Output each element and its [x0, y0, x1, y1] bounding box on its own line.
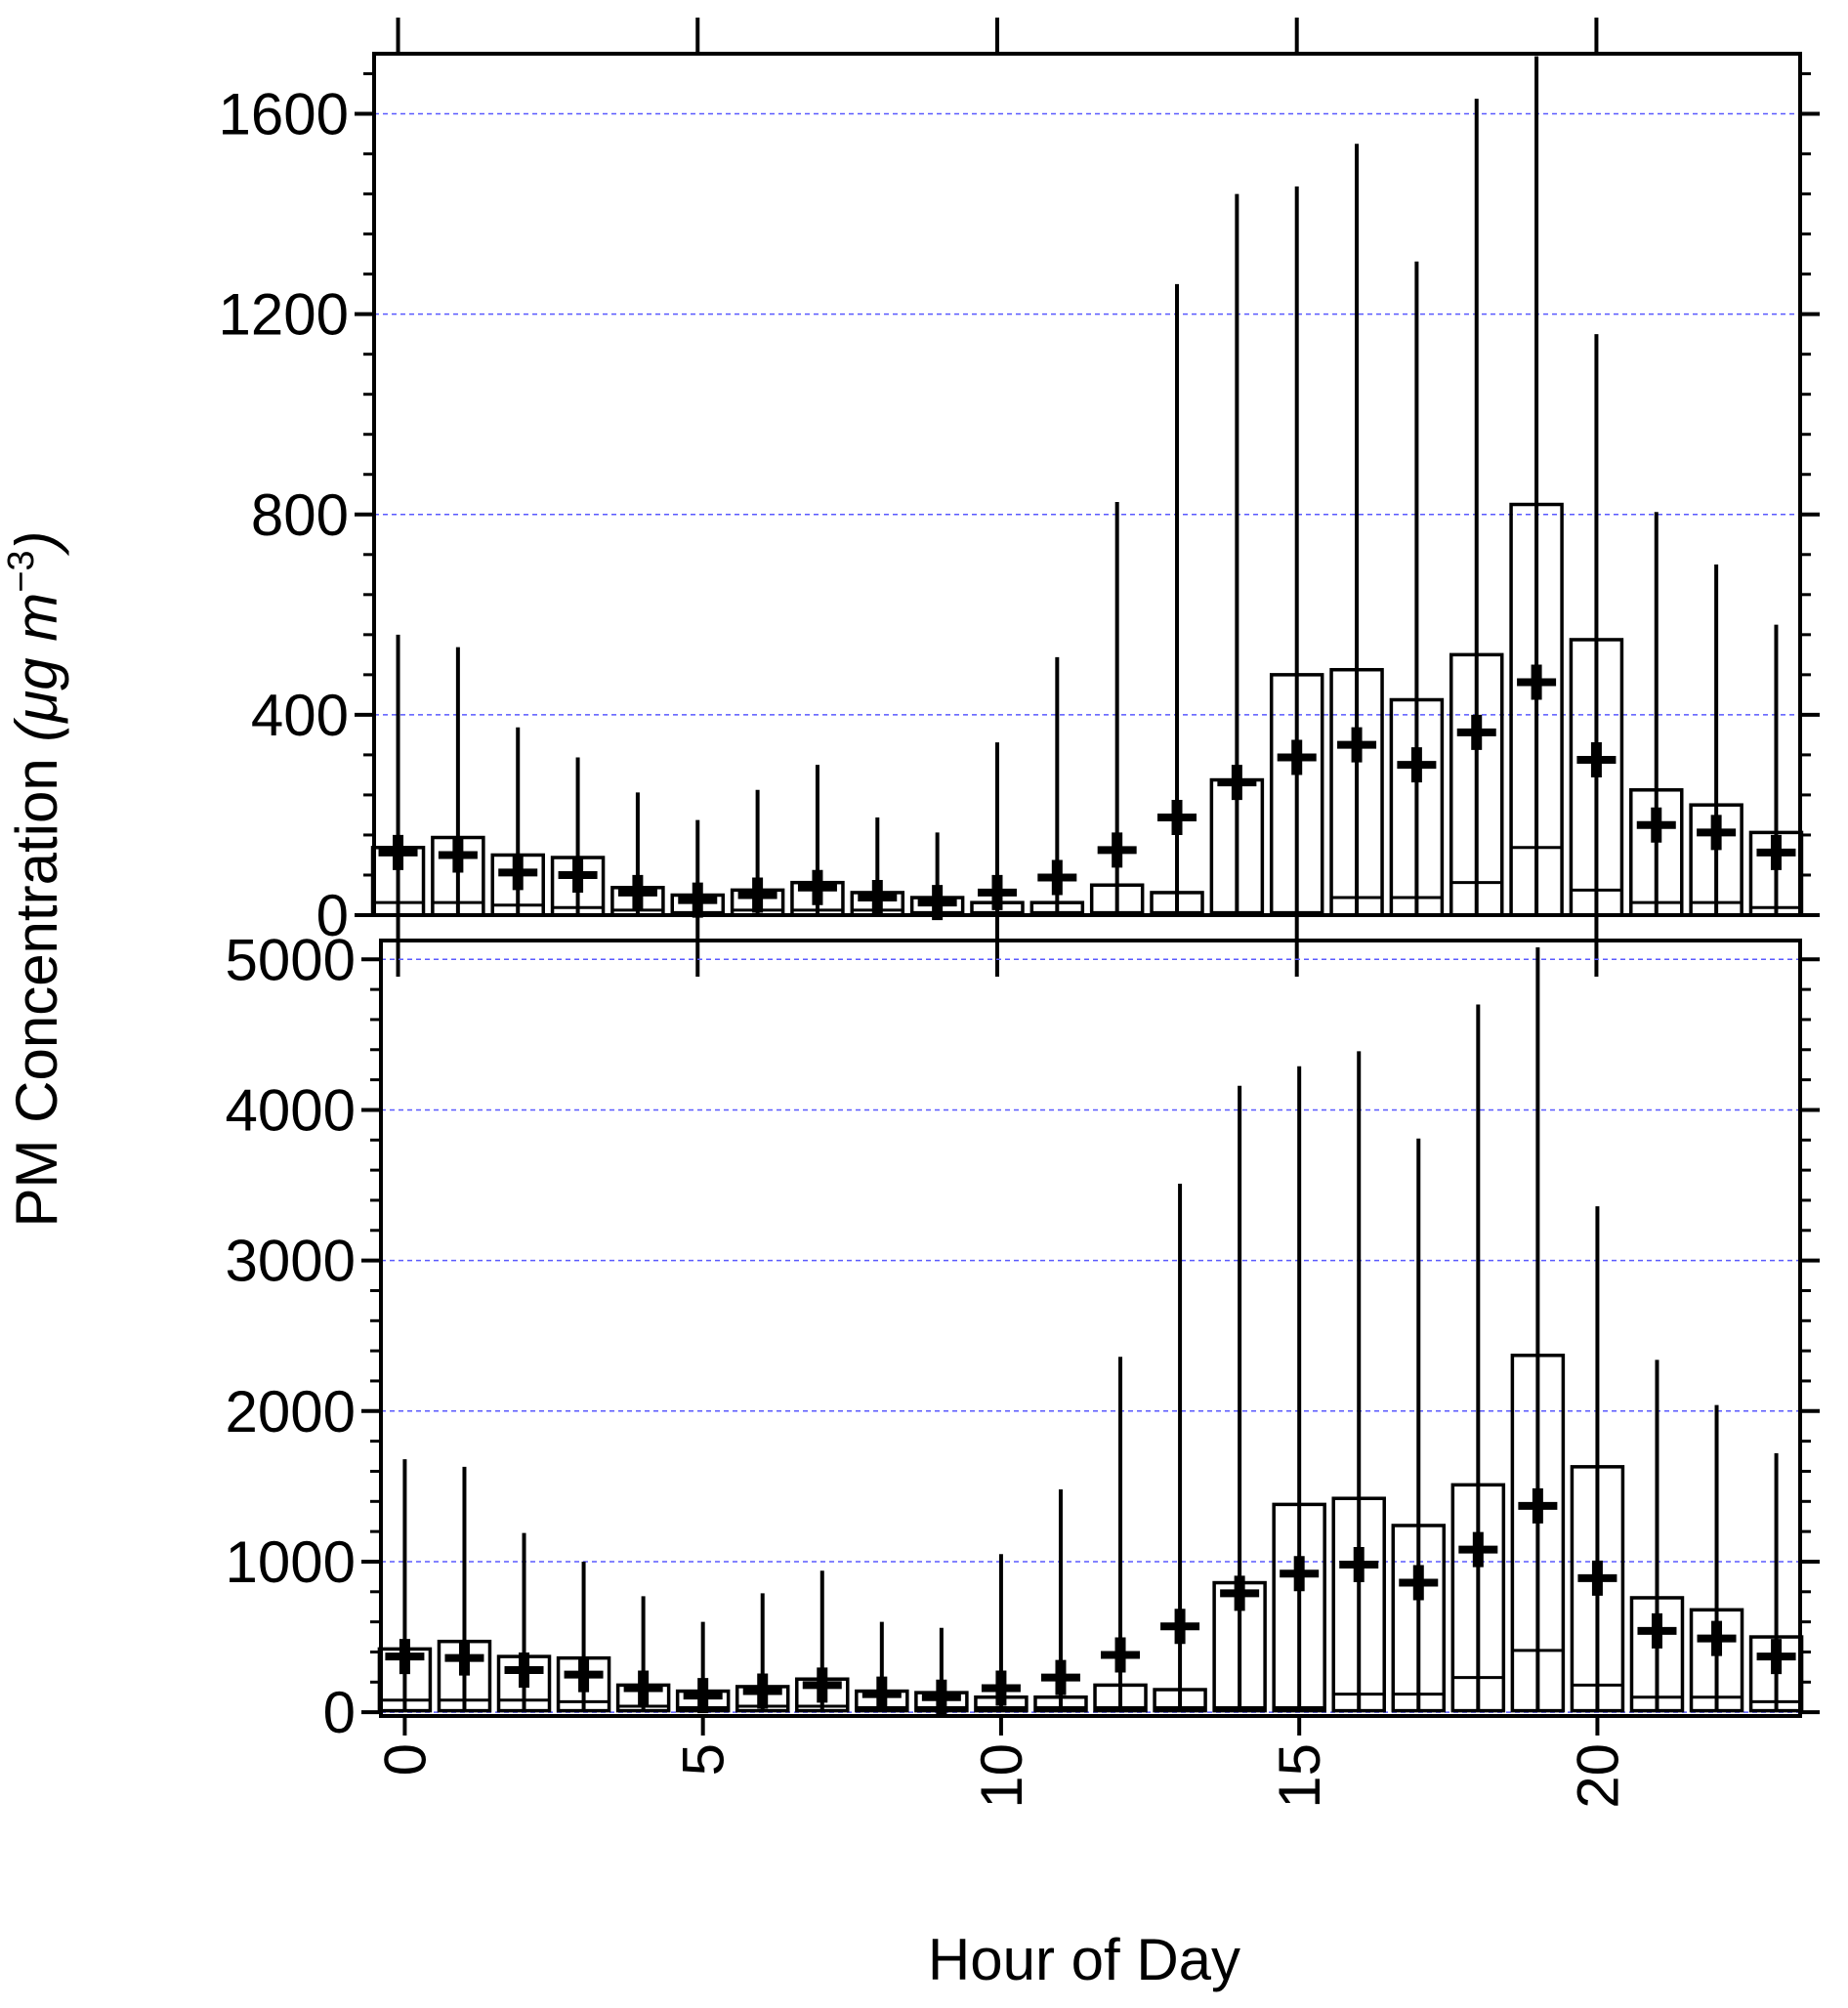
bottom-box [1689, 1608, 1744, 1713]
bottom-box [1153, 1688, 1207, 1713]
x-axis-title: Hour of Day [928, 1927, 1240, 1992]
top-grid [374, 112, 1800, 916]
top-ytick-label: 1200 [219, 282, 349, 348]
bottom-axes: 0 1000 2000 3000 4000 5000 0 5 10 15 20 [226, 927, 1820, 1809]
bottom-boxes [377, 946, 1804, 1715]
bottom-ytick-label: 5000 [226, 927, 356, 992]
bottom-panel: 0 1000 2000 3000 4000 5000 0 5 10 15 20 [226, 927, 1820, 1809]
bottom-box [1033, 1694, 1088, 1713]
bottom-ytick-label: 4000 [226, 1077, 356, 1143]
top-boxes [370, 56, 1804, 921]
bottom-plot-frame [379, 939, 1802, 1718]
top-ytick-label: 400 [251, 683, 349, 748]
xtick-label: 15 [1267, 1743, 1332, 1809]
bottom-box [1331, 1496, 1386, 1713]
bottom-ytick-label: 2000 [226, 1379, 356, 1444]
top-plot-frame [372, 52, 1802, 917]
y-axis-title-exponent: −3 [1, 550, 42, 592]
bottom-box [1570, 1465, 1625, 1713]
bottom-box [1093, 1683, 1148, 1713]
top-ytick-label: 0 [316, 883, 349, 948]
bottom-grid [381, 958, 1800, 1713]
bottom-box [1450, 1483, 1506, 1713]
y-axis-title-text: PM Concentration [4, 742, 69, 1228]
top-axes: 0 400 800 1200 1600 [219, 18, 1820, 977]
xtick-label: 20 [1565, 1743, 1630, 1809]
top-ytick-label: 1600 [219, 82, 349, 147]
y-axis-title-unit: μg m [4, 593, 69, 725]
bottom-box [1272, 1502, 1326, 1713]
bottom-box [1510, 1354, 1566, 1713]
bottom-ytick-label: 3000 [226, 1229, 356, 1294]
xtick-label: 0 [372, 1743, 438, 1776]
xtick-label: 10 [969, 1743, 1034, 1809]
xtick-label: 5 [671, 1743, 736, 1776]
top-panel: 0 400 800 1200 1600 [219, 18, 1820, 977]
bottom-box [1391, 1524, 1447, 1713]
top-ytick-label: 800 [251, 482, 349, 548]
y-axis-title: PM Concentration (μg m−3) [1, 530, 69, 1227]
bottom-ytick-label: 1000 [226, 1529, 356, 1595]
bottom-box [1629, 1596, 1685, 1713]
bottom-ytick-label: 0 [323, 1680, 356, 1745]
